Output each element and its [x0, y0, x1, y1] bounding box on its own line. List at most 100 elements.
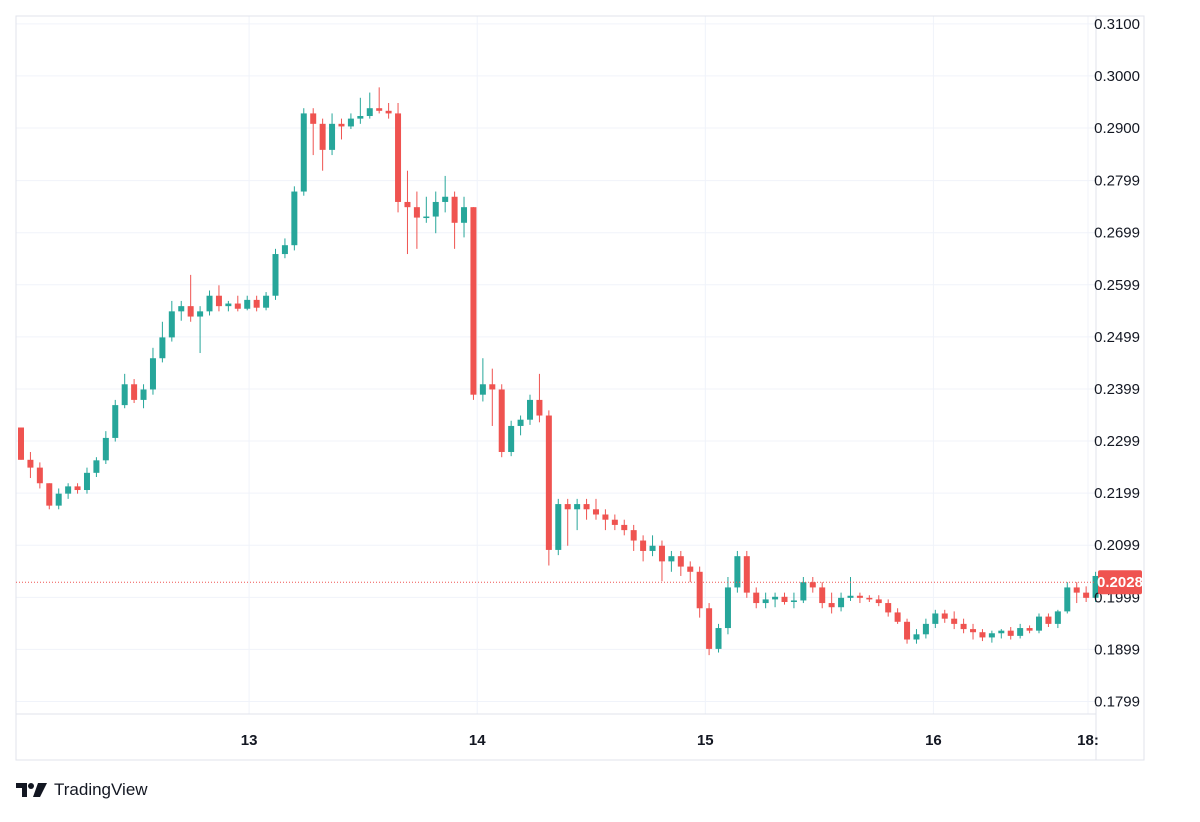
- candle[interactable]: [527, 394, 534, 425]
- candle[interactable]: [1045, 613, 1052, 628]
- candle[interactable]: [74, 483, 81, 494]
- candle[interactable]: [55, 488, 62, 510]
- candle[interactable]: [432, 191, 439, 234]
- candle[interactable]: [225, 300, 232, 312]
- candle[interactable]: [253, 295, 260, 312]
- candle[interactable]: [46, 483, 53, 510]
- candle[interactable]: [913, 629, 920, 644]
- candle[interactable]: [658, 540, 665, 582]
- candle[interactable]: [715, 623, 722, 653]
- candle[interactable]: [1092, 571, 1099, 603]
- candle[interactable]: [592, 498, 599, 520]
- candle[interactable]: [960, 618, 967, 634]
- candle[interactable]: [790, 592, 797, 609]
- candle[interactable]: [904, 618, 911, 644]
- tradingview-brand[interactable]: TradingView: [16, 778, 148, 802]
- candle[interactable]: [140, 384, 147, 409]
- candle[interactable]: [131, 379, 138, 404]
- candle[interactable]: [385, 102, 392, 119]
- candle[interactable]: [649, 535, 656, 557]
- candle[interactable]: [489, 368, 496, 426]
- candle[interactable]: [583, 498, 590, 520]
- candle[interactable]: [809, 577, 816, 593]
- candle[interactable]: [838, 592, 845, 612]
- candle[interactable]: [894, 608, 901, 624]
- candle[interactable]: [187, 274, 194, 322]
- candle[interactable]: [602, 509, 609, 531]
- candle[interactable]: [941, 609, 948, 623]
- candle[interactable]: [875, 595, 882, 607]
- candle[interactable]: [498, 384, 505, 458]
- candle[interactable]: [856, 592, 863, 604]
- candle[interactable]: [734, 550, 741, 593]
- candle[interactable]: [753, 587, 760, 609]
- candle[interactable]: [413, 191, 420, 249]
- candle[interactable]: [347, 113, 354, 130]
- candle[interactable]: [866, 595, 873, 603]
- candle[interactable]: [640, 535, 647, 562]
- candle[interactable]: [149, 347, 156, 395]
- price-axis[interactable]: 0.17990.18990.19990.20990.21990.22990.23…: [1094, 16, 1140, 711]
- candle[interactable]: [244, 295, 251, 311]
- candle[interactable]: [951, 611, 958, 630]
- candle[interactable]: [121, 373, 128, 409]
- candle[interactable]: [772, 592, 779, 608]
- candle[interactable]: [178, 300, 185, 321]
- plot-area[interactable]: [16, 16, 1096, 714]
- candle[interactable]: [83, 467, 90, 494]
- candle[interactable]: [611, 514, 618, 531]
- candle[interactable]: [517, 415, 524, 436]
- candle[interactable]: [329, 113, 336, 156]
- candle[interactable]: [310, 108, 317, 156]
- candle[interactable]: [677, 550, 684, 576]
- candle[interactable]: [36, 462, 43, 489]
- candle[interactable]: [159, 321, 166, 363]
- candle[interactable]: [998, 629, 1005, 639]
- candle[interactable]: [781, 592, 788, 605]
- candle[interactable]: [18, 427, 24, 460]
- candle[interactable]: [423, 196, 430, 223]
- candle[interactable]: [847, 577, 854, 601]
- candle[interactable]: [668, 550, 675, 572]
- candle[interactable]: [564, 498, 571, 546]
- candle[interactable]: [800, 577, 807, 604]
- candle[interactable]: [281, 238, 288, 259]
- candle[interactable]: [922, 618, 929, 639]
- candle[interactable]: [988, 630, 995, 643]
- candle[interactable]: [206, 290, 213, 316]
- candle[interactable]: [970, 623, 977, 640]
- candle[interactable]: [630, 524, 637, 551]
- candle[interactable]: [724, 577, 731, 635]
- candle[interactable]: [395, 102, 402, 213]
- candle[interactable]: [706, 603, 713, 656]
- candle[interactable]: [1054, 609, 1061, 629]
- candle[interactable]: [1083, 586, 1090, 603]
- candle[interactable]: [508, 420, 515, 457]
- candle[interactable]: [979, 629, 986, 642]
- candle[interactable]: [687, 561, 694, 583]
- candle[interactable]: [932, 609, 939, 629]
- candle[interactable]: [366, 92, 373, 119]
- candle[interactable]: [1064, 582, 1071, 614]
- candle[interactable]: [168, 300, 175, 342]
- candle[interactable]: [404, 170, 411, 255]
- candle[interactable]: [1026, 625, 1033, 634]
- candle[interactable]: [1007, 627, 1014, 640]
- candle[interactable]: [1017, 623, 1024, 639]
- candle[interactable]: [470, 207, 477, 400]
- candle[interactable]: [102, 431, 109, 464]
- candle[interactable]: [338, 118, 345, 140]
- candle[interactable]: [215, 285, 222, 312]
- candle[interactable]: [574, 498, 581, 531]
- candle[interactable]: [536, 373, 543, 423]
- candle[interactable]: [1073, 582, 1080, 604]
- candle[interactable]: [27, 451, 34, 479]
- candle[interactable]: [555, 498, 562, 556]
- candle[interactable]: [885, 599, 892, 617]
- time-axis[interactable]: 13 14 15 16 18:: [241, 732, 1099, 749]
- candle[interactable]: [461, 196, 468, 238]
- candle[interactable]: [319, 118, 326, 171]
- candle[interactable]: [442, 175, 449, 213]
- candle[interactable]: [300, 108, 307, 196]
- candle[interactable]: [376, 87, 383, 114]
